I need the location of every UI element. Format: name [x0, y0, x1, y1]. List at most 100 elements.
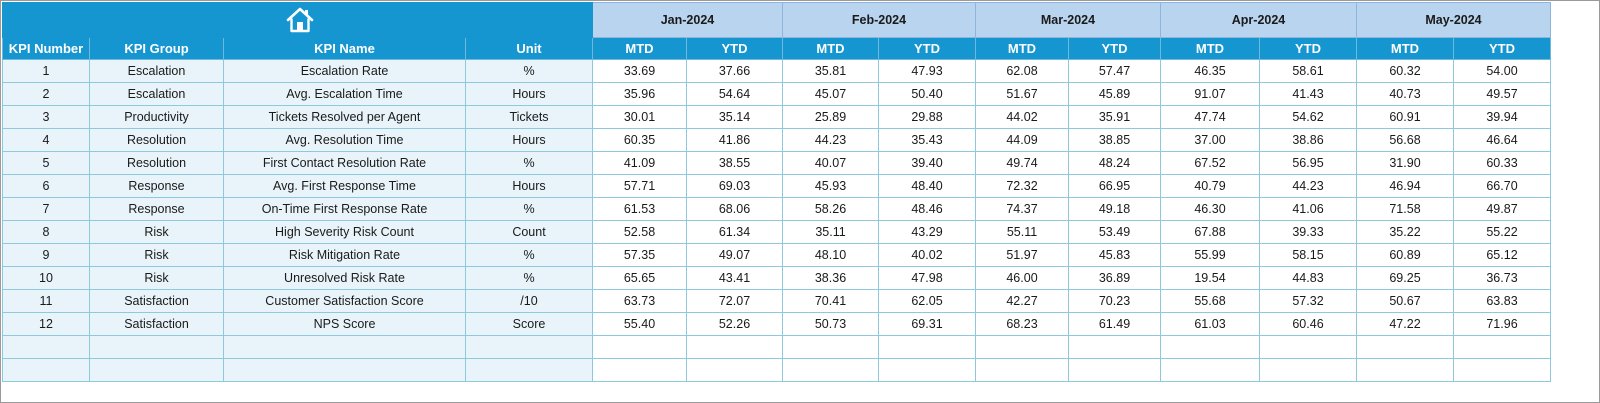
cell-mtd-value[interactable]: 50.67	[1356, 289, 1454, 313]
cell-kpi-group[interactable]: Response	[89, 174, 224, 198]
cell-ytd-value[interactable]: 48.40	[878, 174, 976, 198]
cell-mtd-value[interactable]: 63.73	[592, 289, 687, 313]
cell-ytd-value[interactable]: 65.12	[1453, 243, 1551, 267]
cell-ytd-value[interactable]	[1068, 358, 1161, 382]
cell-mtd-value[interactable]: 55.40	[592, 312, 687, 336]
cell-mtd-value[interactable]: 74.37	[975, 197, 1069, 221]
cell-ytd-value[interactable]: 49.18	[1068, 197, 1161, 221]
cell-kpi-name[interactable]: First Contact Resolution Rate	[223, 151, 466, 175]
cell-ytd-value[interactable]: 50.40	[878, 82, 976, 106]
cell-kpi-name[interactable]: Unresolved Risk Rate	[223, 266, 466, 290]
cell-mtd-value[interactable]	[975, 358, 1069, 382]
cell-mtd-value[interactable]: 47.74	[1160, 105, 1260, 129]
cell-ytd-value[interactable]: 44.23	[1259, 174, 1357, 198]
cell-mtd-value[interactable]: 45.07	[782, 82, 879, 106]
cell-mtd-value[interactable]: 45.93	[782, 174, 879, 198]
cell-kpi-group[interactable]: Escalation	[89, 82, 224, 106]
cell-mtd-value[interactable]: 44.09	[975, 128, 1069, 152]
cell-ytd-value[interactable]	[1068, 335, 1161, 359]
cell-kpi-name[interactable]: On-Time First Response Rate	[223, 197, 466, 221]
cell-kpi-group[interactable]: Productivity	[89, 105, 224, 129]
cell-ytd-value[interactable]: 55.22	[1453, 220, 1551, 244]
cell-kpi-number[interactable]: 11	[2, 289, 90, 313]
cell-unit[interactable]: Hours	[465, 128, 593, 152]
cell-ytd-value[interactable]: 35.14	[686, 105, 783, 129]
cell-ytd-value[interactable]: 29.88	[878, 105, 976, 129]
cell-unit[interactable]	[465, 335, 593, 359]
cell-mtd-value[interactable]: 51.97	[975, 243, 1069, 267]
cell-mtd-value[interactable]: 62.08	[975, 59, 1069, 83]
cell-kpi-name[interactable]: High Severity Risk Count	[223, 220, 466, 244]
cell-ytd-value[interactable]: 35.43	[878, 128, 976, 152]
cell-ytd-value[interactable]: 46.64	[1453, 128, 1551, 152]
cell-ytd-value[interactable]: 54.62	[1259, 105, 1357, 129]
cell-kpi-group[interactable]: Resolution	[89, 128, 224, 152]
cell-mtd-value[interactable]: 31.90	[1356, 151, 1454, 175]
cell-mtd-value[interactable]: 67.88	[1160, 220, 1260, 244]
cell-ytd-value[interactable]: 41.43	[1259, 82, 1357, 106]
cell-mtd-value[interactable]	[1356, 358, 1454, 382]
cell-mtd-value[interactable]: 72.32	[975, 174, 1069, 198]
cell-kpi-name[interactable]: Escalation Rate	[223, 59, 466, 83]
cell-ytd-value[interactable]	[686, 358, 783, 382]
cell-ytd-value[interactable]: 47.93	[878, 59, 976, 83]
cell-ytd-value[interactable]	[1453, 358, 1551, 382]
cell-kpi-number[interactable]: 9	[2, 243, 90, 267]
cell-kpi-group[interactable]: Response	[89, 197, 224, 221]
cell-mtd-value[interactable]: 46.00	[975, 266, 1069, 290]
cell-unit[interactable]: /10	[465, 289, 593, 313]
cell-mtd-value[interactable]: 60.32	[1356, 59, 1454, 83]
cell-kpi-group[interactable]	[89, 335, 224, 359]
cell-kpi-name[interactable]	[223, 335, 466, 359]
cell-mtd-value[interactable]: 60.91	[1356, 105, 1454, 129]
cell-kpi-group[interactable]: Risk	[89, 243, 224, 267]
cell-mtd-value[interactable]	[975, 335, 1069, 359]
cell-kpi-number[interactable]: 5	[2, 151, 90, 175]
cell-ytd-value[interactable]: 70.23	[1068, 289, 1161, 313]
cell-ytd-value[interactable]: 36.73	[1453, 266, 1551, 290]
cell-ytd-value[interactable]: 63.83	[1453, 289, 1551, 313]
cell-mtd-value[interactable]: 60.35	[592, 128, 687, 152]
cell-ytd-value[interactable]: 69.31	[878, 312, 976, 336]
cell-ytd-value[interactable]: 54.64	[686, 82, 783, 106]
cell-kpi-number[interactable]: 12	[2, 312, 90, 336]
cell-ytd-value[interactable]: 57.47	[1068, 59, 1161, 83]
cell-kpi-group[interactable]: Resolution	[89, 151, 224, 175]
cell-mtd-value[interactable]	[782, 335, 879, 359]
cell-ytd-value[interactable]: 62.05	[878, 289, 976, 313]
cell-ytd-value[interactable]	[686, 335, 783, 359]
cell-kpi-group[interactable]: Escalation	[89, 59, 224, 83]
cell-mtd-value[interactable]: 58.26	[782, 197, 879, 221]
cell-kpi-number[interactable]	[2, 358, 90, 382]
cell-ytd-value[interactable]: 66.95	[1068, 174, 1161, 198]
cell-mtd-value[interactable]: 55.11	[975, 220, 1069, 244]
cell-kpi-name[interactable]: NPS Score	[223, 312, 466, 336]
cell-mtd-value[interactable]: 35.81	[782, 59, 879, 83]
cell-mtd-value[interactable]: 51.67	[975, 82, 1069, 106]
cell-ytd-value[interactable]: 60.46	[1259, 312, 1357, 336]
cell-ytd-value[interactable]: 71.96	[1453, 312, 1551, 336]
cell-mtd-value[interactable]: 47.22	[1356, 312, 1454, 336]
cell-mtd-value[interactable]: 61.03	[1160, 312, 1260, 336]
cell-mtd-value[interactable]: 46.30	[1160, 197, 1260, 221]
cell-ytd-value[interactable]: 48.24	[1068, 151, 1161, 175]
cell-ytd-value[interactable]: 39.33	[1259, 220, 1357, 244]
cell-ytd-value[interactable]: 35.91	[1068, 105, 1161, 129]
cell-kpi-number[interactable]: 10	[2, 266, 90, 290]
cell-ytd-value[interactable]: 61.34	[686, 220, 783, 244]
cell-ytd-value[interactable]: 61.49	[1068, 312, 1161, 336]
cell-kpi-group[interactable]: Satisfaction	[89, 289, 224, 313]
cell-ytd-value[interactable]: 38.86	[1259, 128, 1357, 152]
cell-ytd-value[interactable]: 44.83	[1259, 266, 1357, 290]
cell-ytd-value[interactable]: 54.00	[1453, 59, 1551, 83]
cell-unit[interactable]	[465, 358, 593, 382]
cell-kpi-number[interactable]: 7	[2, 197, 90, 221]
cell-kpi-name[interactable]: Tickets Resolved per Agent	[223, 105, 466, 129]
cell-ytd-value[interactable]: 56.95	[1259, 151, 1357, 175]
cell-mtd-value[interactable]	[592, 335, 687, 359]
cell-mtd-value[interactable]: 60.89	[1356, 243, 1454, 267]
cell-ytd-value[interactable]: 45.89	[1068, 82, 1161, 106]
cell-mtd-value[interactable]: 71.58	[1356, 197, 1454, 221]
cell-unit[interactable]: Count	[465, 220, 593, 244]
cell-mtd-value[interactable]: 42.27	[975, 289, 1069, 313]
